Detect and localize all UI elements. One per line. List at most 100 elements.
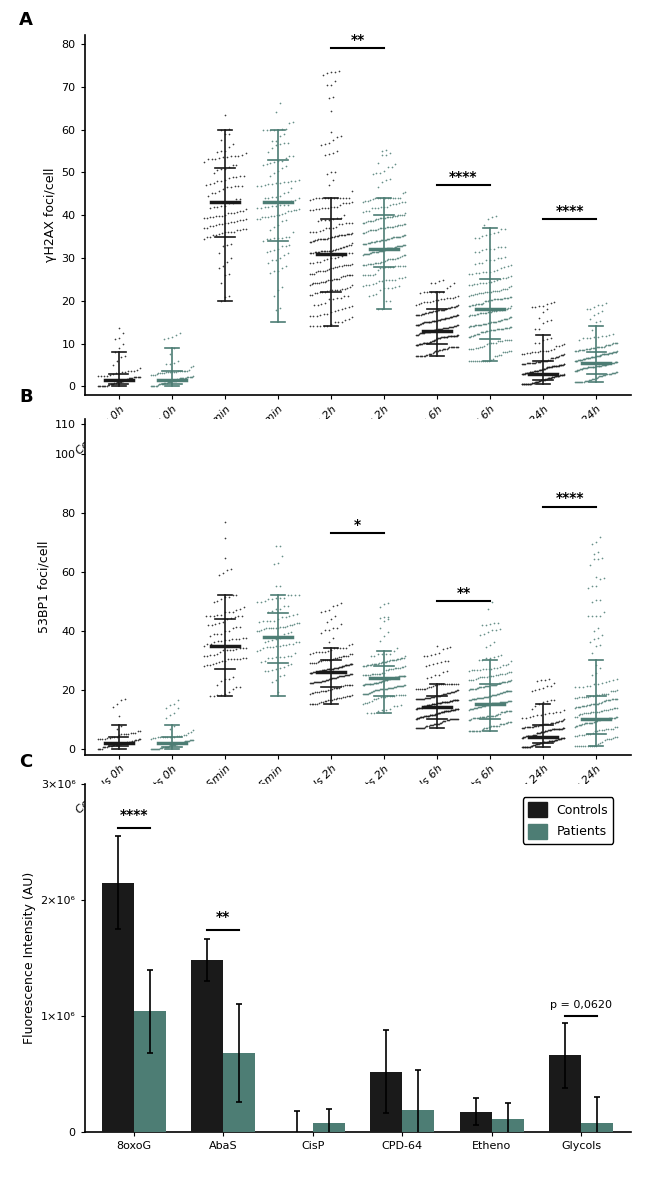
Point xyxy=(526,297,537,316)
Point xyxy=(347,686,358,705)
Point xyxy=(103,737,113,756)
Point xyxy=(333,239,343,258)
Point xyxy=(545,357,556,376)
Point xyxy=(202,634,213,653)
Point xyxy=(306,694,317,713)
Text: ****: **** xyxy=(555,492,584,506)
Point xyxy=(317,624,327,643)
Point xyxy=(374,218,385,237)
Point xyxy=(481,615,491,634)
Point xyxy=(365,656,375,674)
Point xyxy=(384,230,395,249)
Point xyxy=(499,331,510,350)
Point xyxy=(545,357,555,376)
Point xyxy=(373,645,384,664)
Point xyxy=(443,711,453,730)
Point xyxy=(114,726,124,745)
Point xyxy=(477,226,488,245)
Point xyxy=(235,220,245,239)
Point xyxy=(474,709,484,727)
Point xyxy=(440,299,450,318)
Point xyxy=(335,667,346,686)
Point xyxy=(271,250,281,269)
Point xyxy=(381,231,391,250)
Point xyxy=(413,305,423,324)
Point xyxy=(594,685,604,704)
Point xyxy=(452,307,463,325)
Point xyxy=(278,173,289,192)
Point xyxy=(422,696,432,714)
Point xyxy=(218,179,228,198)
Point xyxy=(599,602,609,621)
Point xyxy=(312,653,322,672)
Point xyxy=(179,726,189,745)
Point xyxy=(282,624,293,643)
Point xyxy=(433,311,443,330)
Point xyxy=(586,713,596,732)
Point xyxy=(430,644,440,663)
Point xyxy=(254,612,264,631)
Point xyxy=(592,356,602,375)
Point xyxy=(277,237,287,256)
Point xyxy=(532,724,543,743)
Point xyxy=(478,322,489,341)
Point xyxy=(416,335,426,354)
Point xyxy=(492,659,502,678)
Point xyxy=(259,197,270,216)
Point xyxy=(432,329,443,348)
Point xyxy=(413,335,423,354)
Point xyxy=(540,671,550,690)
Point xyxy=(268,206,279,225)
Point xyxy=(432,686,442,705)
Point xyxy=(489,302,499,321)
Point xyxy=(495,714,505,733)
Point xyxy=(489,239,499,258)
Point xyxy=(430,676,440,694)
Point xyxy=(186,358,196,377)
Point xyxy=(538,360,548,378)
Point xyxy=(363,684,373,703)
Point xyxy=(109,736,120,755)
Point xyxy=(334,215,345,233)
Point xyxy=(341,189,352,208)
Point xyxy=(541,732,551,751)
Point xyxy=(437,685,448,704)
Point xyxy=(534,361,544,380)
Point xyxy=(422,706,432,725)
Point xyxy=(471,698,481,717)
Point xyxy=(569,689,580,707)
Point xyxy=(439,309,450,328)
Point xyxy=(580,371,591,390)
Point xyxy=(380,209,390,228)
Point xyxy=(131,368,142,387)
Point xyxy=(580,349,590,368)
Point xyxy=(400,245,410,264)
Point xyxy=(582,340,592,358)
Point xyxy=(344,654,355,673)
Point xyxy=(370,274,381,292)
Point xyxy=(118,324,128,343)
Point xyxy=(224,621,234,640)
Point xyxy=(326,610,336,628)
Point xyxy=(344,236,354,255)
Point xyxy=(368,681,378,700)
Point xyxy=(222,147,232,166)
Point xyxy=(437,301,447,320)
Point xyxy=(574,677,584,696)
Point xyxy=(347,297,358,316)
Point xyxy=(472,679,482,698)
Point xyxy=(505,671,515,690)
Point xyxy=(479,667,489,686)
Point xyxy=(595,702,606,720)
Point xyxy=(167,727,177,746)
Point xyxy=(556,365,566,384)
Point xyxy=(155,727,165,746)
Point xyxy=(441,318,452,337)
Point xyxy=(519,375,530,394)
Point xyxy=(474,338,485,357)
Point xyxy=(421,334,432,353)
Point xyxy=(545,350,555,369)
Point xyxy=(572,361,582,380)
Point xyxy=(445,327,456,345)
Point xyxy=(340,666,350,685)
